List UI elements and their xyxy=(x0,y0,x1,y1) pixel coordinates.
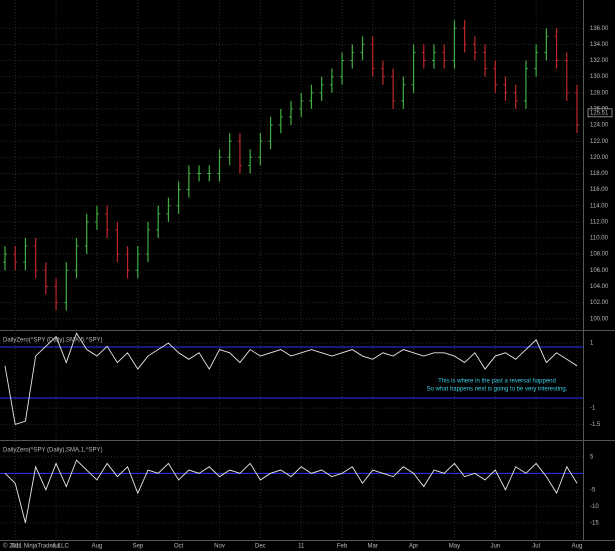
y-tick-label: 108.00 xyxy=(590,252,609,258)
y-tick-label: 110.00 xyxy=(590,236,609,242)
x-tick-label: Jun xyxy=(490,544,500,550)
x-tick-label: May xyxy=(449,544,460,550)
y-tick-label: 130.00 xyxy=(590,74,609,80)
y-tick-label: -1.5 xyxy=(590,422,601,428)
y-tick-label: 124.00 xyxy=(590,123,609,129)
x-tick-label: 11 xyxy=(298,544,305,550)
x-tick-label: Nov xyxy=(214,544,225,550)
x-tick-label: Mar xyxy=(368,544,378,550)
y-tick-label: 116.00 xyxy=(590,187,609,193)
y-tick-label: 102.00 xyxy=(590,300,609,306)
x-tick-label: Aug xyxy=(92,544,103,550)
y-tick-label: 128.00 xyxy=(590,90,609,96)
y-tick-label: 1 xyxy=(590,341,594,347)
y-tick-label: 120.00 xyxy=(590,155,609,161)
y-tick-label: -15 xyxy=(590,520,599,526)
y-tick-label: 104.00 xyxy=(590,284,609,290)
x-tick-label: Jun xyxy=(10,544,20,550)
x-tick-label: Jul xyxy=(532,544,540,550)
y-tick-label: -1 xyxy=(590,406,596,412)
y-tick-label: 118.00 xyxy=(590,171,609,177)
y-tick-label: 132.00 xyxy=(590,58,609,64)
panel-title: DailyZero(^SPY (Daily),SMA,1,^SPY) xyxy=(3,448,103,454)
last-price-label: 125.51 xyxy=(590,110,609,116)
panel-title: DailyZero(^SPY (Daily),SMA,5,^SPY) xyxy=(3,338,103,344)
y-tick-label: 100.00 xyxy=(590,316,609,322)
x-tick-label: Jul xyxy=(52,544,60,550)
y-tick-label: -10 xyxy=(590,504,599,510)
annotation: This is where in the past a reversal hap… xyxy=(438,379,556,385)
annotation: So what happens next is going to be very… xyxy=(427,387,568,393)
x-tick-label: Aug xyxy=(572,544,583,550)
y-tick-label: 106.00 xyxy=(590,268,609,274)
copyright: © 2011 NinjaTrader, LLC xyxy=(3,543,69,550)
y-tick-label: 134.00 xyxy=(590,42,609,48)
x-tick-label: Apr xyxy=(409,544,418,550)
y-tick-label: 122.00 xyxy=(590,139,609,145)
x-tick-label: Dec xyxy=(255,544,266,550)
x-tick-label: Sep xyxy=(132,544,143,550)
y-tick-label: 5 xyxy=(590,454,594,460)
last-price-box xyxy=(587,108,613,118)
indicator-line xyxy=(4,332,578,425)
x-tick-label: Feb xyxy=(337,544,348,550)
indicator-line xyxy=(4,459,578,523)
y-tick-label: 136.00 xyxy=(590,26,609,32)
y-tick-label: 112.00 xyxy=(590,219,609,225)
y-tick-label: -5 xyxy=(590,487,596,493)
y-tick-label: 114.00 xyxy=(590,203,609,209)
x-tick-label: Oct xyxy=(174,544,184,550)
